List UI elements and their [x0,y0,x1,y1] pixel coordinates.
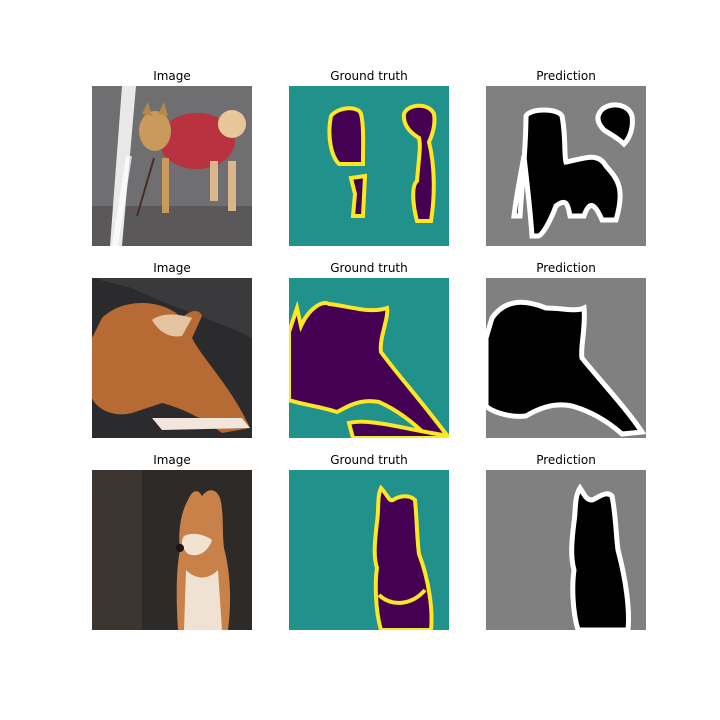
row3-pred-title: Prediction [536,453,596,467]
row1-ground-truth-mask [289,86,449,246]
row1-image [92,86,252,246]
row1-truth-title: Ground truth [330,69,408,83]
row3-truth-title: Ground truth [330,453,408,467]
row2-truth-title: Ground truth [330,261,408,275]
row3-prediction-mask [486,470,646,630]
row1-pred-title: Prediction [536,69,596,83]
row2-image [92,278,252,438]
row2-ground-truth-mask [289,278,449,438]
row2-pred-title: Prediction [536,261,596,275]
row2-image-title: Image [153,261,191,275]
row3-ground-truth-mask [289,470,449,630]
row3-image [92,470,252,630]
row2-prediction-mask [486,278,646,438]
row1-image-title: Image [153,69,191,83]
row3-image-title: Image [153,453,191,467]
row1-prediction-mask [486,86,646,246]
